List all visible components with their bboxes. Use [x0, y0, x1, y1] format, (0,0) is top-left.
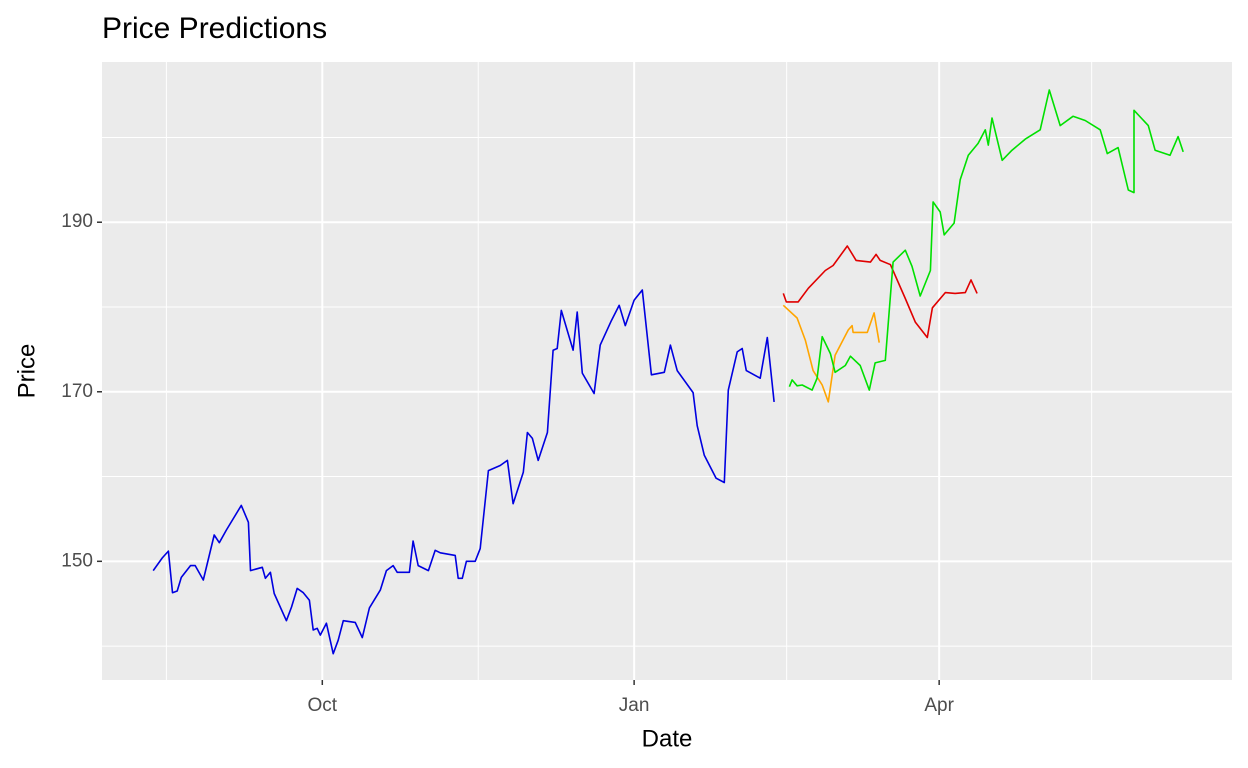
x-tick-label: Apr	[924, 695, 954, 716]
x-axis-title: Date	[642, 725, 693, 752]
x-tick-label: Jan	[619, 695, 650, 716]
price-line	[788, 89, 1184, 391]
panel	[102, 62, 1232, 680]
y-axis-title: Price	[13, 344, 40, 399]
y-tick-label: 170	[61, 381, 93, 402]
y-tick-label: 190	[61, 211, 93, 232]
y-tick-label: 150	[61, 550, 93, 571]
price-line	[782, 304, 880, 403]
x-tick-label: Oct	[308, 695, 338, 716]
chart-title: Price Predictions	[102, 12, 327, 45]
price-line	[152, 289, 775, 655]
price-line	[782, 245, 978, 339]
